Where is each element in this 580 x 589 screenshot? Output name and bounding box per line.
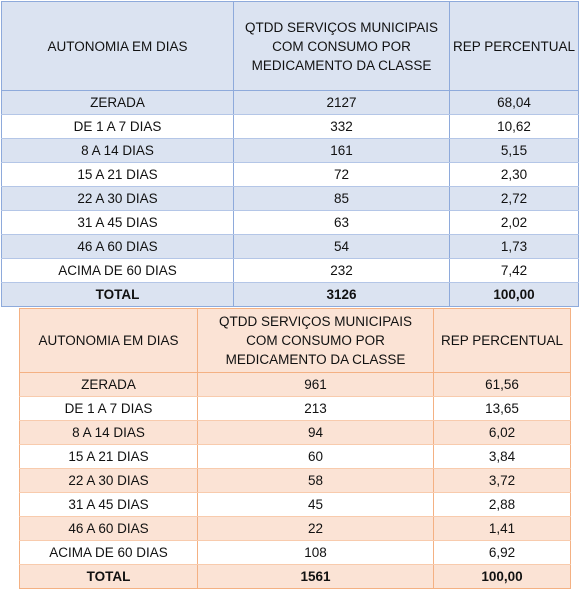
table-total-row: TOTAL 3126 100,00 — [1, 282, 579, 307]
cell-qtdd: 2127 — [233, 90, 450, 115]
cell-autonomia: 22 A 30 DIAS — [1, 186, 234, 211]
cell-autonomia: ZERADA — [19, 372, 198, 397]
table-row: 46 A 60 DIAS 54 1,73 — [1, 234, 579, 259]
cell-autonomia: DE 1 A 7 DIAS — [19, 396, 198, 421]
cell-percentual: 5,15 — [449, 138, 579, 163]
table-row: ACIMA DE 60 DIAS 232 7,42 — [1, 258, 579, 283]
table-row: DE 1 A 7 DIAS 213 13,65 — [19, 396, 571, 421]
cell-percentual: 6,92 — [433, 540, 571, 565]
cell-qtdd: 961 — [197, 372, 434, 397]
cell-percentual: 100,00 — [433, 564, 571, 589]
cell-percentual: 61,56 — [433, 372, 571, 397]
table-total-row: TOTAL 1561 100,00 — [19, 564, 571, 589]
cell-qtdd: 22 — [197, 516, 434, 541]
cell-percentual: 13,65 — [433, 396, 571, 421]
table-header-row: AUTONOMIA EM DIAS QTDD SERVIÇOS MUNICIPA… — [1, 1, 579, 91]
header-autonomia: AUTONOMIA EM DIAS — [1, 1, 234, 91]
cell-percentual: 100,00 — [449, 282, 579, 307]
cell-autonomia: 31 A 45 DIAS — [1, 210, 234, 235]
cell-percentual: 7,42 — [449, 258, 579, 283]
cell-percentual: 68,04 — [449, 90, 579, 115]
cell-qtdd: 54 — [233, 234, 450, 259]
cell-qtdd: 213 — [197, 396, 434, 421]
cell-percentual: 2,30 — [449, 162, 579, 187]
cell-qtdd: 1561 — [197, 564, 434, 589]
cell-autonomia: DE 1 A 7 DIAS — [1, 114, 234, 139]
table-header-row: AUTONOMIA EM DIAS QTDD SERVIÇOS MUNICIPA… — [19, 308, 571, 373]
header-rep-percentual: REP PERCENTUAL — [433, 308, 571, 373]
table-row: 15 A 21 DIAS 60 3,84 — [19, 444, 571, 469]
orange-table: AUTONOMIA EM DIAS QTDD SERVIÇOS MUNICIPA… — [19, 308, 571, 589]
cell-autonomia: TOTAL — [1, 282, 234, 307]
cell-qtdd: 45 — [197, 492, 434, 517]
cell-percentual: 3,84 — [433, 444, 571, 469]
cell-autonomia: ACIMA DE 60 DIAS — [1, 258, 234, 283]
cell-qtdd: 60 — [197, 444, 434, 469]
cell-percentual: 2,88 — [433, 492, 571, 517]
cell-autonomia: 15 A 21 DIAS — [1, 162, 234, 187]
cell-percentual: 10,62 — [449, 114, 579, 139]
cell-percentual: 2,02 — [449, 210, 579, 235]
cell-autonomia: ZERADA — [1, 90, 234, 115]
table-row: ACIMA DE 60 DIAS 108 6,92 — [19, 540, 571, 565]
cell-autonomia: 15 A 21 DIAS — [19, 444, 198, 469]
cell-qtdd: 332 — [233, 114, 450, 139]
table-row: 22 A 30 DIAS 85 2,72 — [1, 186, 579, 211]
table-row: ZERADA 2127 68,04 — [1, 90, 579, 115]
table-row: 31 A 45 DIAS 45 2,88 — [19, 492, 571, 517]
cell-autonomia: TOTAL — [19, 564, 198, 589]
header-rep-percentual: REP PERCENTUAL — [449, 1, 579, 91]
header-autonomia: AUTONOMIA EM DIAS — [19, 308, 198, 373]
cell-qtdd: 58 — [197, 468, 434, 493]
cell-autonomia: 8 A 14 DIAS — [19, 420, 198, 445]
cell-qtdd: 94 — [197, 420, 434, 445]
cell-qtdd: 72 — [233, 162, 450, 187]
cell-qtdd: 3126 — [233, 282, 450, 307]
cell-autonomia: 31 A 45 DIAS — [19, 492, 198, 517]
table-row: 31 A 45 DIAS 63 2,02 — [1, 210, 579, 235]
table-row: DE 1 A 7 DIAS 332 10,62 — [1, 114, 579, 139]
cell-percentual: 1,73 — [449, 234, 579, 259]
cell-autonomia: 46 A 60 DIAS — [1, 234, 234, 259]
cell-qtdd: 108 — [197, 540, 434, 565]
table-row: 22 A 30 DIAS 58 3,72 — [19, 468, 571, 493]
cell-percentual: 2,72 — [449, 186, 579, 211]
table-row: 8 A 14 DIAS 94 6,02 — [19, 420, 571, 445]
cell-autonomia: ACIMA DE 60 DIAS — [19, 540, 198, 565]
table-row: 46 A 60 DIAS 22 1,41 — [19, 516, 571, 541]
cell-qtdd: 161 — [233, 138, 450, 163]
table-row: ZERADA 961 61,56 — [19, 372, 571, 397]
cell-percentual: 6,02 — [433, 420, 571, 445]
cell-qtdd: 63 — [233, 210, 450, 235]
cell-percentual: 3,72 — [433, 468, 571, 493]
cell-autonomia: 8 A 14 DIAS — [1, 138, 234, 163]
header-qtdd-servicos: QTDD SERVIÇOS MUNICIPAIS COM CONSUMO POR… — [197, 308, 434, 373]
cell-autonomia: 46 A 60 DIAS — [19, 516, 198, 541]
cell-qtdd: 232 — [233, 258, 450, 283]
cell-percentual: 1,41 — [433, 516, 571, 541]
table-row: 8 A 14 DIAS 161 5,15 — [1, 138, 579, 163]
cell-qtdd: 85 — [233, 186, 450, 211]
header-qtdd-servicos: QTDD SERVIÇOS MUNICIPAIS COM CONSUMO POR… — [233, 1, 450, 91]
cell-autonomia: 22 A 30 DIAS — [19, 468, 198, 493]
table-row: 15 A 21 DIAS 72 2,30 — [1, 162, 579, 187]
blue-table: AUTONOMIA EM DIAS QTDD SERVIÇOS MUNICIPA… — [1, 1, 579, 307]
